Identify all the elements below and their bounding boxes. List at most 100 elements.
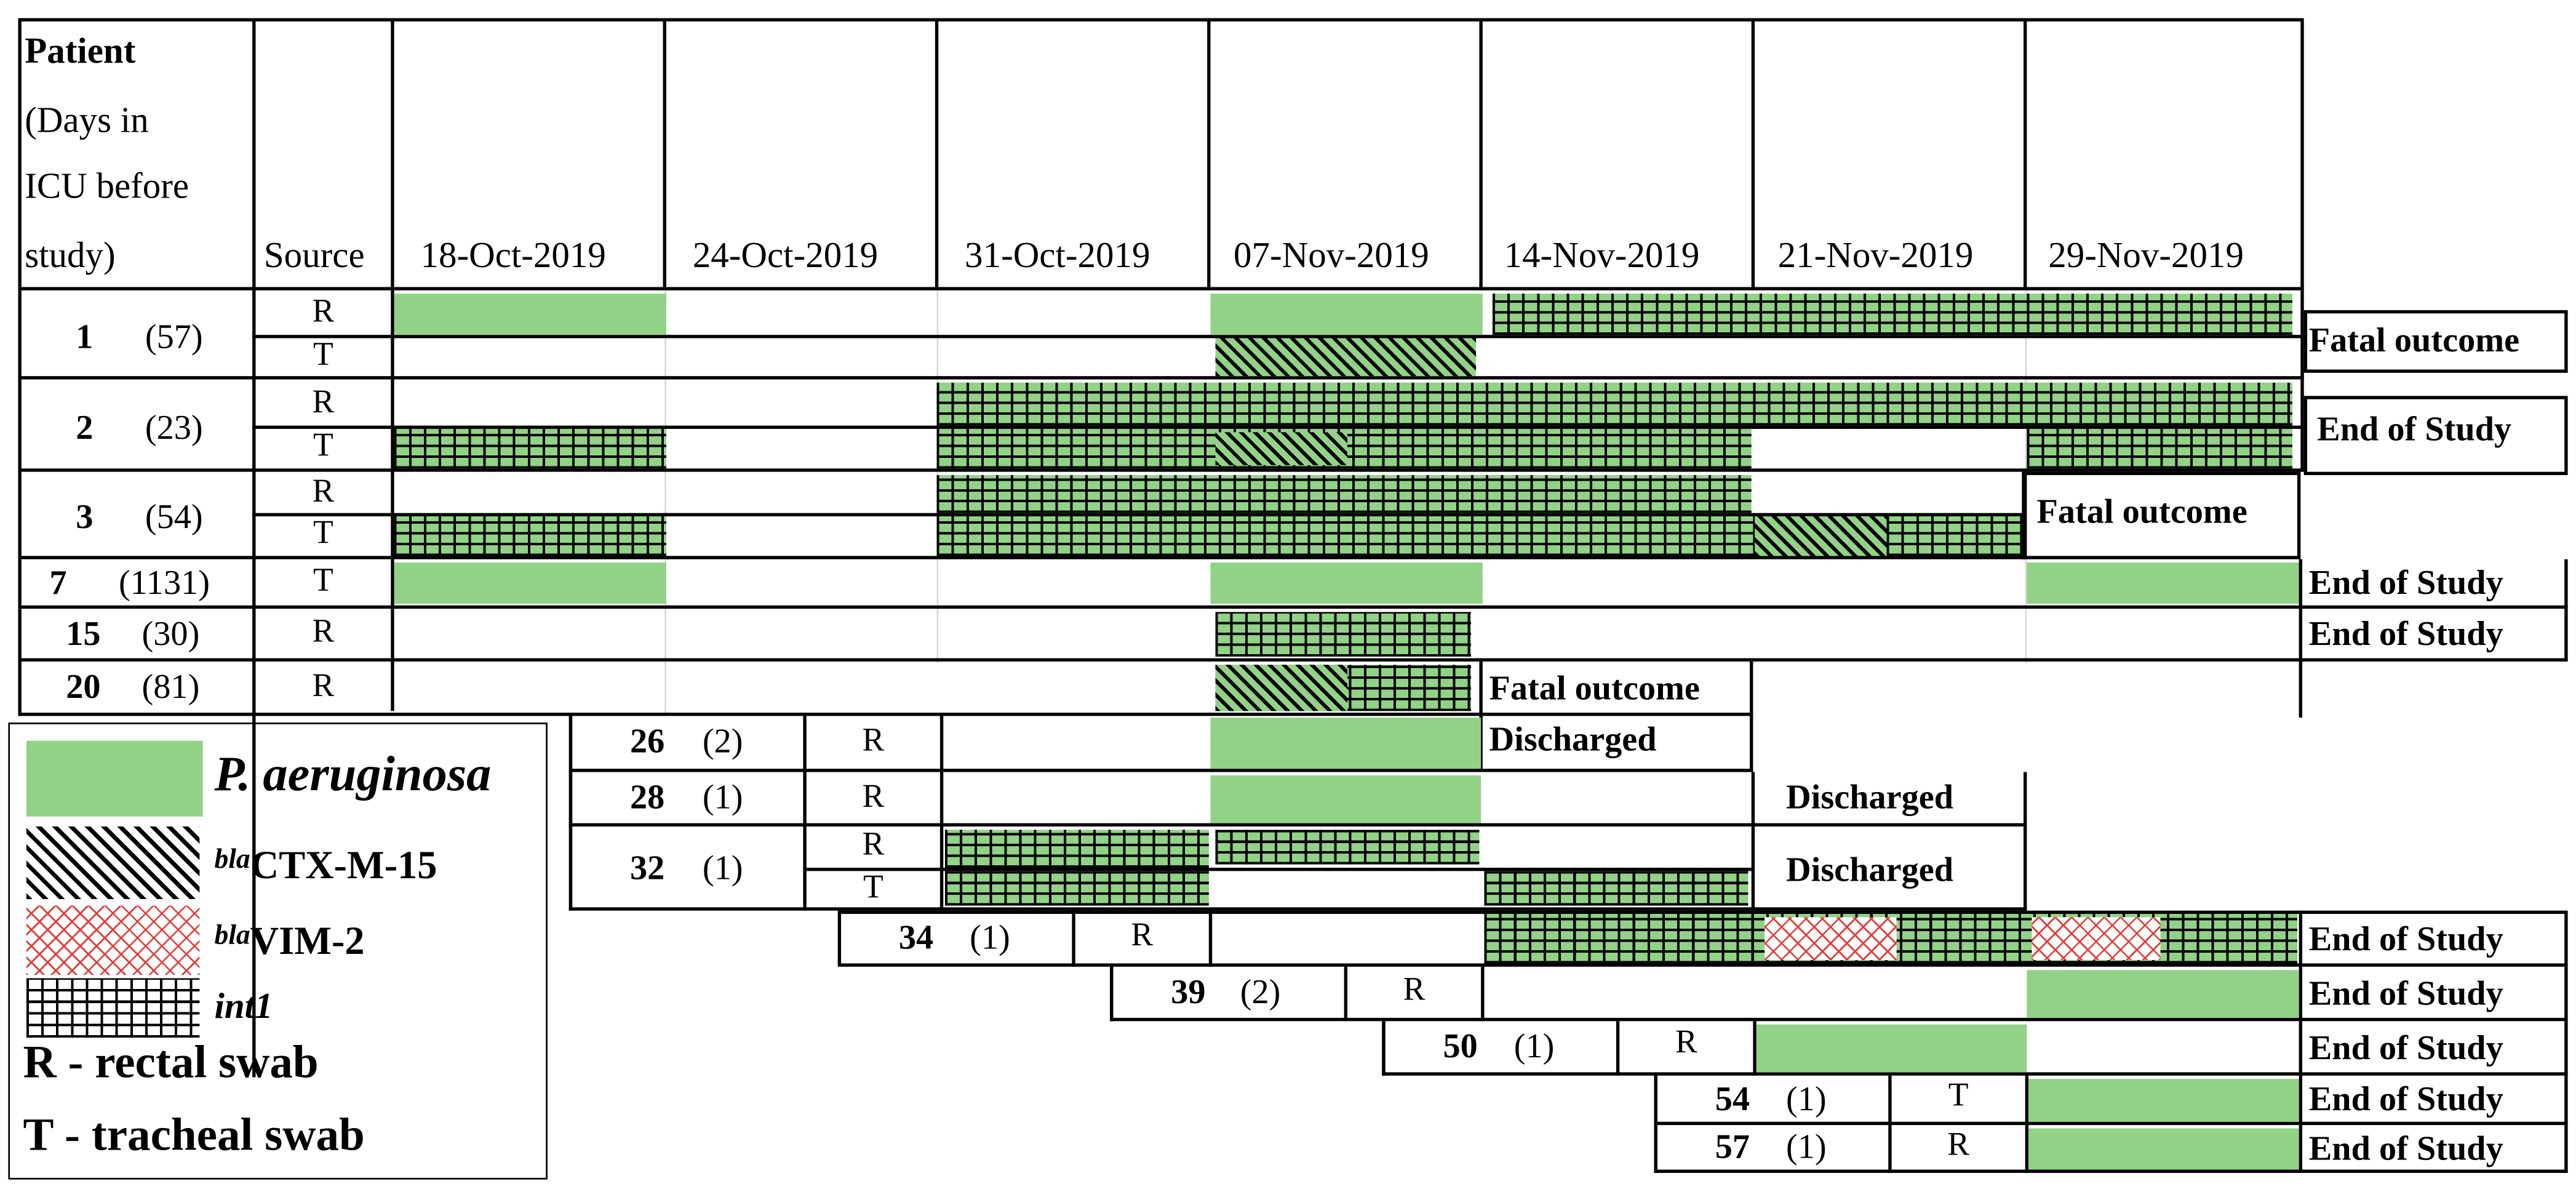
grid-line xyxy=(664,290,666,716)
source-divider xyxy=(803,867,1752,871)
source-label: R xyxy=(862,723,885,759)
source-label: R xyxy=(312,473,335,510)
grid-line xyxy=(2299,910,2303,1172)
outcome-label: Fatal outcome xyxy=(1489,668,1700,708)
pa-detection xyxy=(2027,970,2299,1018)
patient-id: 54 xyxy=(1715,1079,1750,1119)
int1-detection xyxy=(1215,612,1472,657)
pa-swatch xyxy=(26,740,203,817)
patient-days: (1) xyxy=(1786,1079,1827,1119)
source-label: R xyxy=(312,294,335,330)
source-label: R xyxy=(1947,1126,1970,1163)
patient-id: 50 xyxy=(1443,1026,1478,1066)
pa-detection xyxy=(1210,718,1481,769)
patient-header-line4: study) xyxy=(25,234,116,276)
source-label: R xyxy=(862,779,885,815)
int1-detection xyxy=(936,474,1752,513)
patient-days: (2) xyxy=(702,721,743,761)
int1-detection xyxy=(394,428,666,469)
pa-detection xyxy=(2028,1079,2299,1122)
patient-id: 2 xyxy=(76,407,94,447)
date-header: 07-Nov-2019 xyxy=(1234,234,1429,276)
outcome-box xyxy=(2024,471,2301,559)
source-label: R xyxy=(862,826,885,863)
source-divider xyxy=(252,513,2025,517)
grid-line xyxy=(2299,559,2303,718)
date-header: 21-Nov-2019 xyxy=(1777,234,1974,276)
patient-id: 57 xyxy=(1715,1126,1750,1167)
outcome-label: End of Study xyxy=(2308,919,2503,959)
vim-2-detection xyxy=(1765,917,1897,961)
grid-line xyxy=(803,716,807,911)
patient-row xyxy=(18,559,2568,609)
pa-detection xyxy=(2027,562,2301,604)
outcome-label: End of Study xyxy=(2308,562,2503,603)
grid-line xyxy=(1072,910,1075,967)
patient-days: (30) xyxy=(142,614,200,654)
source-label: T xyxy=(863,869,883,906)
patient-days: (81) xyxy=(142,666,200,707)
grid-line xyxy=(1344,966,1347,1022)
outcome-label: End of Study xyxy=(2308,1079,2503,1119)
patient-id: 20 xyxy=(66,666,101,707)
patient-days: (1131) xyxy=(118,562,210,603)
outcome-label: End of Study xyxy=(2308,973,2503,1013)
pa-detection xyxy=(1210,294,1483,335)
ctx-legend-label: blaCTX-M-15 xyxy=(214,843,437,889)
source-label: R xyxy=(312,384,335,421)
grid-line xyxy=(252,18,256,1078)
legend: P. aeruginosa blaCTX-M-15 blaVIM-2 int1 … xyxy=(8,723,548,1180)
patient-id: 32 xyxy=(629,847,665,888)
patient-header: Patient xyxy=(25,30,136,71)
date-header: 14-Nov-2019 xyxy=(1504,234,1700,276)
ctx-swatch xyxy=(26,826,200,899)
source-divider xyxy=(252,335,2304,338)
patient-id: 15 xyxy=(66,614,101,654)
patient-days: (1) xyxy=(1786,1126,1827,1167)
patient-id: 7 xyxy=(49,562,67,603)
source-label: T xyxy=(313,427,333,464)
pa-detection xyxy=(1210,775,1481,823)
int1-legend-label: int1 xyxy=(214,985,273,1027)
patient-row xyxy=(18,290,2304,380)
grid-line xyxy=(1753,1021,1757,1076)
outcome-label: Fatal outcome xyxy=(2308,320,2520,360)
source-label: T xyxy=(313,562,333,599)
int1-detection xyxy=(1492,294,2292,335)
grid-line xyxy=(1207,18,1211,290)
source-label: T xyxy=(313,514,333,551)
grid-line xyxy=(1479,661,1483,772)
outcome-label: Discharged xyxy=(1786,849,1954,889)
source-divider xyxy=(252,425,2304,429)
vim-2-detection xyxy=(2032,917,2161,961)
source-label: T xyxy=(1948,1077,1969,1114)
source-label: R xyxy=(312,668,335,705)
patient-days: (1) xyxy=(702,777,743,817)
patient-days: (2) xyxy=(1240,971,1281,1012)
source-label: R xyxy=(312,614,335,651)
ctx-m-15-detection xyxy=(1215,432,1347,465)
rectal-legend: R - rectal swab xyxy=(23,1038,319,1089)
int1-detection xyxy=(1484,871,1749,906)
patient-header-line2: (Days in xyxy=(25,98,149,140)
int1-detection xyxy=(1215,830,1480,865)
vim-swatch xyxy=(26,905,200,975)
patient-id: 3 xyxy=(76,496,94,537)
patient-id: 26 xyxy=(629,721,665,761)
source-label: R xyxy=(1403,971,1426,1008)
source-label: R xyxy=(1675,1024,1697,1061)
grid-line xyxy=(2025,1075,2029,1173)
ctx-m-15-detection xyxy=(1215,338,1477,377)
int1-detection xyxy=(936,382,2292,426)
outcome-box xyxy=(2303,310,2568,373)
outcome-label: Fatal outcome xyxy=(2036,491,2247,532)
date-header: 18-Oct-2019 xyxy=(420,234,606,276)
grid-line xyxy=(1208,910,1213,967)
outcome-label: End of Study xyxy=(2308,614,2503,654)
int1-detection xyxy=(2027,428,2292,469)
date-header: 24-Oct-2019 xyxy=(692,234,879,276)
patient-days: (57) xyxy=(145,316,203,356)
pa-detection xyxy=(1210,562,1483,604)
date-header: 31-Oct-2019 xyxy=(965,234,1150,276)
